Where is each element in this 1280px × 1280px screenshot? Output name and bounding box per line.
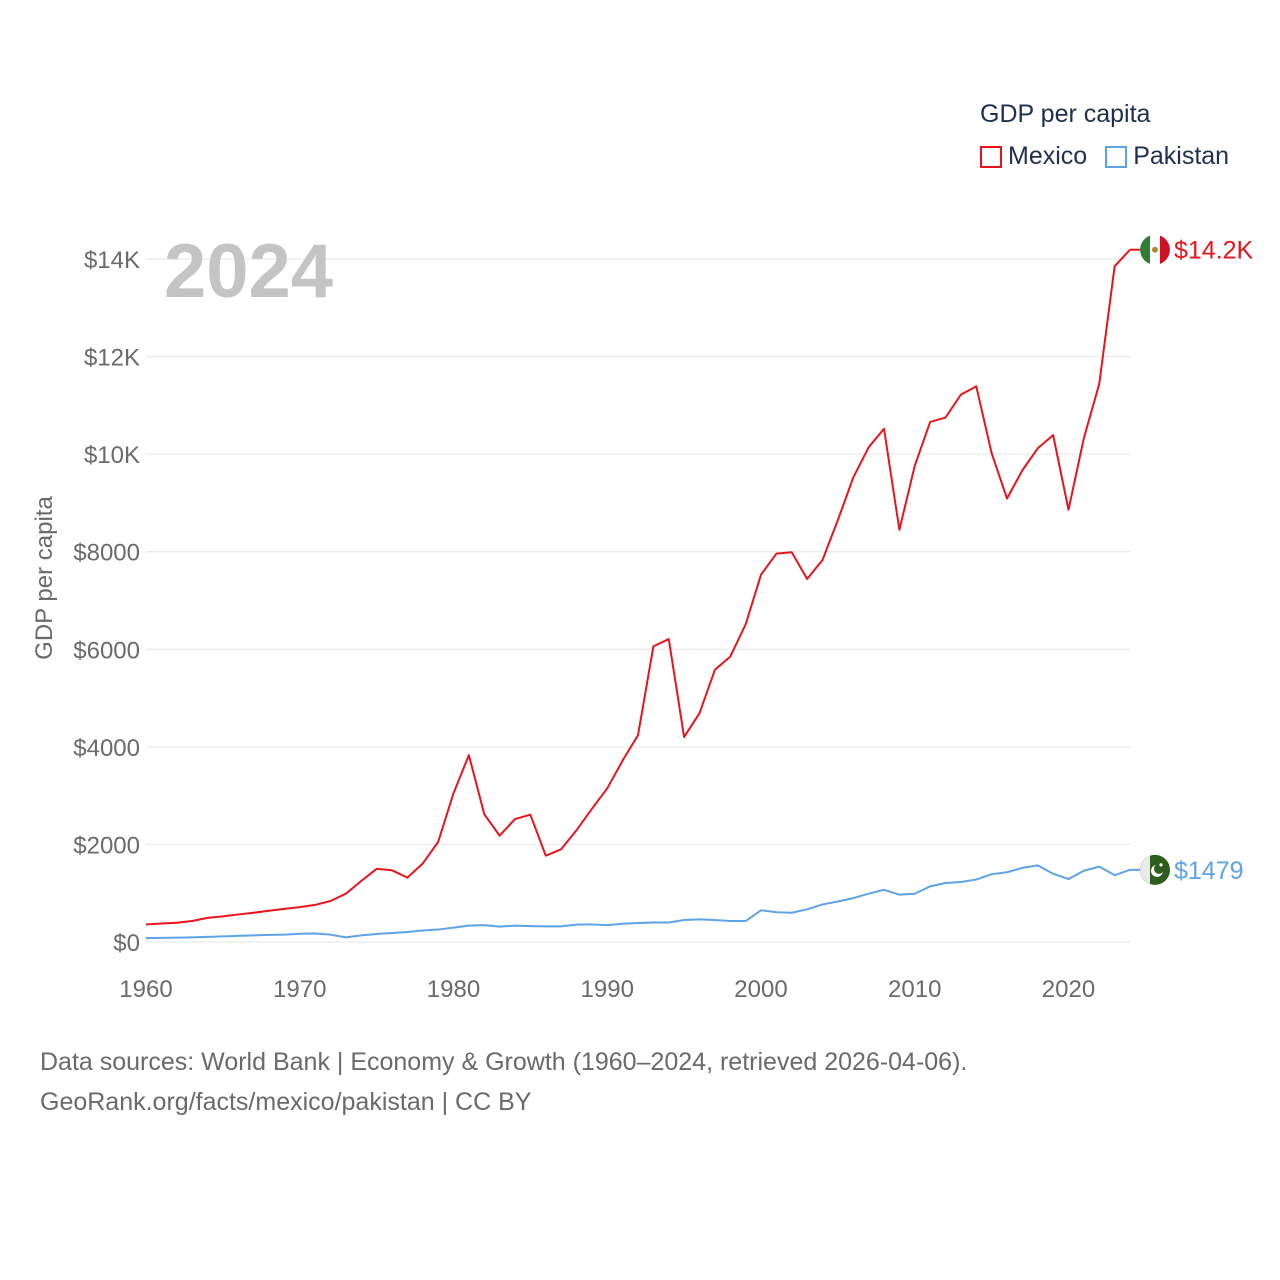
year-label: 2024	[164, 229, 334, 314]
x-tick-label: 1980	[427, 976, 480, 1003]
y-axis: $0 $2000 $4000 $6000 $8000 $10K $12K $14K	[73, 247, 140, 957]
y-tick-label: $6000	[73, 637, 140, 664]
y-tick-label: $8000	[73, 540, 140, 567]
end-value-label: $14.2K	[1174, 237, 1254, 265]
x-tick-label: 1960	[119, 976, 172, 1003]
footer-url[interactable]: GeoRank.org/facts/mexico/pakistan | CC B…	[40, 1088, 532, 1116]
end-markers: $14.2K $1479	[1130, 234, 1254, 885]
x-tick-label: 2020	[1042, 976, 1095, 1003]
legend-label-mexico: Mexico	[1008, 142, 1088, 170]
pakistan-flag-icon	[1140, 854, 1170, 885]
series-line-pakistan	[145, 864, 1131, 940]
mexico-flag-icon	[1140, 234, 1170, 265]
end-value-label: $1479	[1174, 857, 1244, 885]
y-tick-label: $14K	[84, 247, 140, 274]
y-tick-label: $4000	[73, 735, 140, 762]
x-tick-label: 2010	[888, 976, 941, 1003]
y-tick-label: $0	[113, 930, 140, 957]
series-line-mexico	[145, 249, 1131, 926]
legend-title: GDP per capita	[980, 100, 1151, 128]
series-lines	[145, 249, 1131, 940]
y-tick-label: $12K	[84, 345, 140, 372]
footer-source: Data sources: World Bank | Economy & Gro…	[40, 1048, 968, 1076]
legend-item-pakistan[interactable]: Pakistan	[1105, 142, 1229, 171]
footer: Data sources: World Bank | Economy & Gro…	[40, 1042, 967, 1122]
legend-swatch-mexico	[980, 145, 1002, 168]
legend: Mexico Pakistan	[980, 142, 1229, 171]
y-tick-label: $2000	[73, 832, 140, 859]
x-tick-label: 1990	[581, 976, 634, 1003]
x-axis: 1960 1970 1980 1990 2000 2010 2020	[119, 976, 1095, 1003]
y-axis-label: GDP per capita	[31, 496, 58, 660]
y-tick-label: $10K	[84, 442, 140, 469]
x-tick-label: 1970	[273, 976, 326, 1003]
legend-swatch-pakistan	[1105, 145, 1128, 168]
gridlines	[146, 258, 1130, 943]
legend-label-pakistan: Pakistan	[1133, 142, 1230, 170]
legend-item-mexico[interactable]: Mexico	[980, 142, 1087, 171]
x-tick-label: 2000	[734, 976, 787, 1003]
